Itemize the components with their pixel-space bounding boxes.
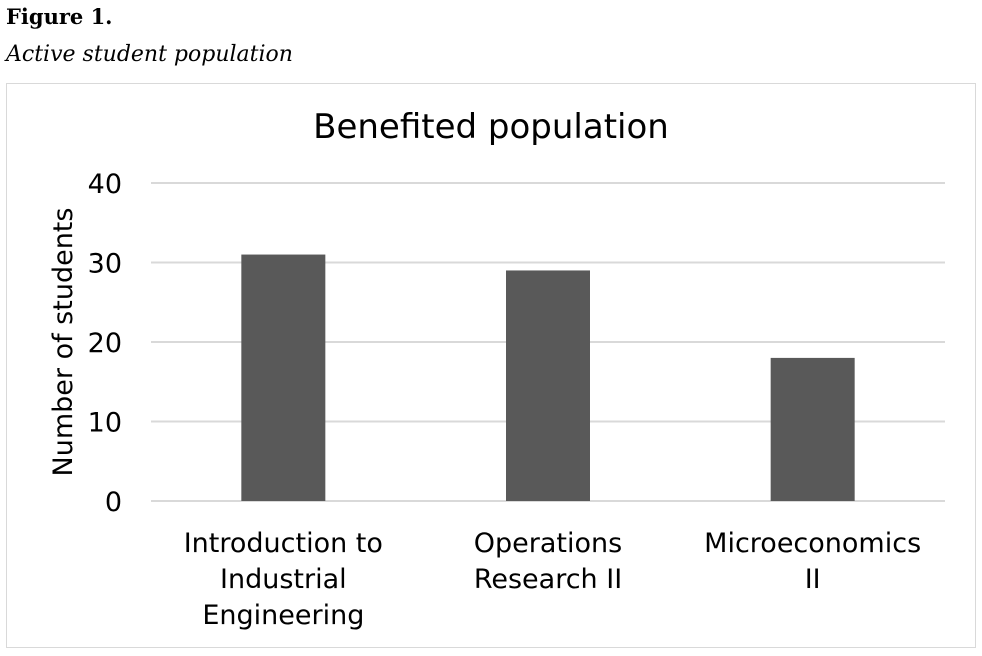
y-tick-label: 0 (105, 487, 122, 518)
chart-title: Benefited population (313, 107, 669, 147)
y-axis-label: Number of students (48, 208, 79, 477)
bar (770, 357, 855, 501)
bars (241, 254, 855, 501)
bar (506, 270, 590, 501)
x-tick-labels: Introduction to Industrial Engineering Oper… (184, 528, 921, 631)
figure-caption: Active student population (6, 42, 293, 67)
x-tick-label: Introduction to Industrial Engineering (184, 528, 383, 631)
y-tick-label: 10 (88, 408, 122, 439)
y-tick-label: 30 (88, 249, 122, 280)
x-tick-label: Microeconomics II (704, 528, 921, 595)
figure-label: Figure 1. (6, 4, 113, 29)
y-tick-label: 20 (88, 328, 122, 359)
y-tick-label: 40 (88, 169, 122, 200)
bar (241, 254, 326, 501)
y-tick-labels: 0 10 20 30 40 (88, 169, 122, 518)
x-tick-label: Operations Research II (474, 528, 622, 595)
chart-frame (6, 83, 976, 648)
